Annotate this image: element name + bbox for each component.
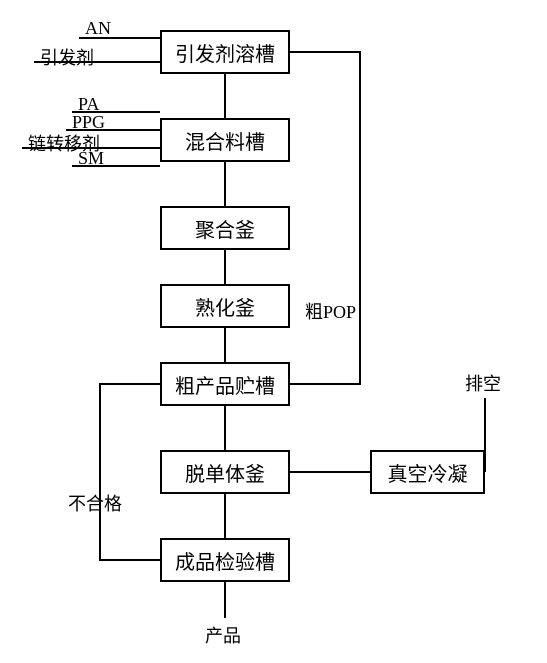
flow-node-label: 成品检验槽	[175, 546, 275, 575]
inlet-label-in_sm: SM	[78, 148, 104, 169]
flow-node-label: 聚合釜	[195, 214, 255, 243]
flow-node-label: 脱单体釜	[185, 458, 265, 487]
edge-e_fail_recycle	[100, 384, 160, 560]
flow-node-label: 引发剂溶槽	[175, 38, 275, 67]
flow-node-n6: 脱单体釜	[160, 450, 290, 494]
flow-node-label: 混合料槽	[185, 126, 265, 155]
flow-node-label: 真空冷凝	[388, 458, 468, 487]
flow-node-n1: 引发剂溶槽	[160, 30, 290, 74]
flow-node-n3: 聚合釜	[160, 206, 290, 250]
inlet-label-in_init: 引发剂	[40, 44, 94, 70]
edge-e_pop_recycle	[290, 52, 360, 384]
flow-node-n2: 混合料槽	[160, 118, 290, 162]
flow-node-n7: 成品检验槽	[160, 538, 290, 582]
label-lbl_exhaust: 排空	[465, 370, 501, 396]
flow-node-n5: 粗产品贮槽	[160, 362, 290, 406]
flow-node-label: 粗产品贮槽	[175, 370, 275, 399]
label-lbl_pop: 粗POP	[305, 298, 356, 324]
label-lbl_fail: 不合格	[68, 490, 122, 516]
flow-node-n4: 熟化釜	[160, 284, 290, 328]
inlet-label-in_an: AN	[85, 18, 111, 39]
flow-node-n8: 真空冷凝	[370, 450, 485, 494]
label-lbl_product: 产品	[205, 622, 241, 648]
flow-node-label: 熟化釜	[195, 292, 255, 321]
